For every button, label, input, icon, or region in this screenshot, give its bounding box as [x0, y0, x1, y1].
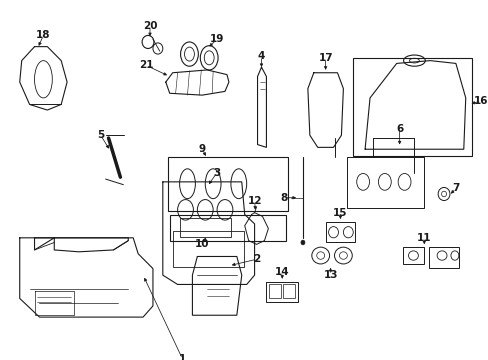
Text: 10: 10: [195, 239, 209, 249]
Bar: [179, 218, 230, 237]
Text: 4: 4: [257, 51, 264, 61]
Bar: [346, 157, 424, 208]
Text: 15: 15: [332, 208, 347, 218]
Text: 18: 18: [36, 31, 51, 40]
Text: 11: 11: [416, 233, 431, 243]
Text: 7: 7: [451, 183, 459, 193]
Text: 2: 2: [252, 254, 260, 264]
Bar: [269, 284, 281, 297]
Text: 16: 16: [473, 96, 488, 106]
Bar: [352, 58, 471, 156]
Text: 20: 20: [142, 21, 157, 31]
Bar: [325, 222, 354, 243]
Ellipse shape: [200, 46, 218, 70]
Text: 21: 21: [139, 60, 153, 70]
Bar: [283, 284, 294, 297]
Bar: [169, 215, 285, 240]
Text: 3: 3: [213, 167, 220, 177]
Ellipse shape: [300, 240, 305, 245]
Text: 19: 19: [209, 34, 224, 44]
Text: 6: 6: [395, 124, 403, 134]
Text: 13: 13: [323, 270, 337, 280]
Text: 8: 8: [280, 193, 287, 203]
Ellipse shape: [180, 42, 198, 66]
Bar: [402, 247, 424, 264]
Bar: [428, 247, 458, 268]
Text: 14: 14: [274, 267, 289, 277]
Bar: [266, 282, 297, 302]
Text: 12: 12: [247, 195, 261, 206]
Text: 5: 5: [97, 130, 104, 140]
Text: 17: 17: [318, 53, 332, 63]
Text: 9: 9: [198, 144, 205, 154]
Text: 1: 1: [179, 354, 186, 360]
Bar: [172, 231, 243, 267]
Bar: [167, 157, 287, 211]
